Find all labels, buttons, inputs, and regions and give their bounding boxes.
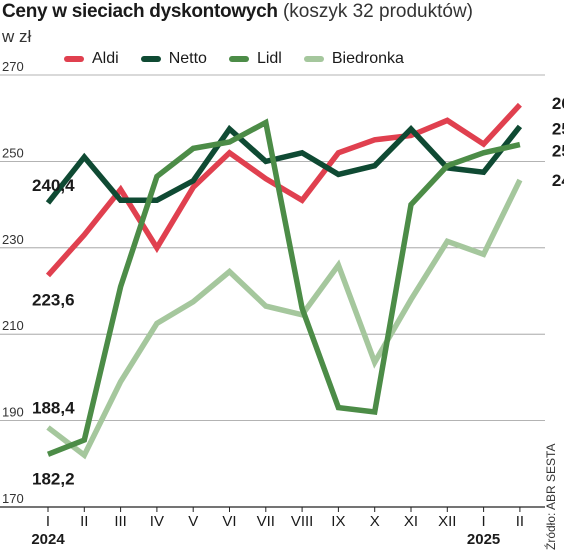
legend-item-lidl: Lidl [228,50,282,68]
source-note: Źródło: ABR SESTA [544,443,558,550]
series-line-biedronka [46,178,523,460]
x-tick-label: VI [222,513,236,530]
data-label-aldi-13: 263,1 [552,94,564,113]
label-layer: 240,4 223,6 188,4 182,2 263,1 258,1 253,9 245,7 [32,94,564,488]
legend-item-biedronka: Biedronka [303,50,404,68]
x-tick-label: XI [404,513,418,530]
data-label-aldi-0: 223,6 [32,290,75,309]
y-tick-label-270: 270 [2,59,24,74]
x-tick-label: I [482,513,486,530]
chart-title-main: Ceny w sieciach dyskontowych [2,1,278,22]
series-line-netto [45,124,523,205]
series-line-aldi [45,102,522,278]
x-tick-label: X [370,513,380,530]
x-tick-label: III [114,513,127,530]
data-label-biedronka-0: 188,4 [32,399,75,418]
y-tick-label-190: 190 [2,405,24,420]
x-tick-label: IX [331,513,345,530]
legend: Aldi Netto Lidl Biedronka [64,50,426,68]
y-tick-label-210: 210 [2,318,24,333]
x-tick-label: IV [150,513,164,530]
x-tick-label: II [516,513,524,530]
year-label-2024: 2024 [31,531,65,548]
chart-title-subtitle: (koszyk 32 produktów) [282,1,474,22]
y-tick-label-230: 230 [2,232,24,247]
data-label-netto-13: 258,1 [552,119,564,138]
legend-swatch-netto [140,56,161,62]
legend-swatch-aldi [64,56,84,62]
x-tick-label: VII [257,513,275,530]
data-label-netto-0: 240,4 [32,176,75,195]
legend-swatch-lidl [228,56,249,62]
legend-item-aldi: Aldi [64,50,119,68]
series-line-lidl [46,118,521,457]
data-label-lidl-13: 253,9 [552,142,564,161]
y-tick-label-250: 250 [2,145,24,160]
data-label-biedronka-13: 245,7 [552,171,564,190]
chart-title: Ceny w sieciach dyskontowych (koszyk 32 … [2,1,473,23]
series-layer [45,102,523,460]
x-tick-label: VIII [291,513,314,530]
x-tick-label: II [80,513,88,530]
year-label-2025: 2025 [467,531,500,548]
y-tick-label-170: 170 [2,491,24,506]
x-tick-label: V [188,513,198,530]
x-tick-label: XII [438,513,456,530]
legend-label-lidl: Lidl [256,50,282,67]
legend-label-aldi: Aldi [92,50,119,67]
x-tick-label: I [46,513,50,530]
data-label-lidl-0: 182,2 [32,469,75,488]
legend-label-netto: Netto [168,50,207,67]
legend-label-biedronka: Biedronka [331,50,404,67]
legend-item-netto: Netto [140,50,207,68]
unit-label: w zł [2,27,32,46]
legend-swatch-biedronka [303,56,324,62]
